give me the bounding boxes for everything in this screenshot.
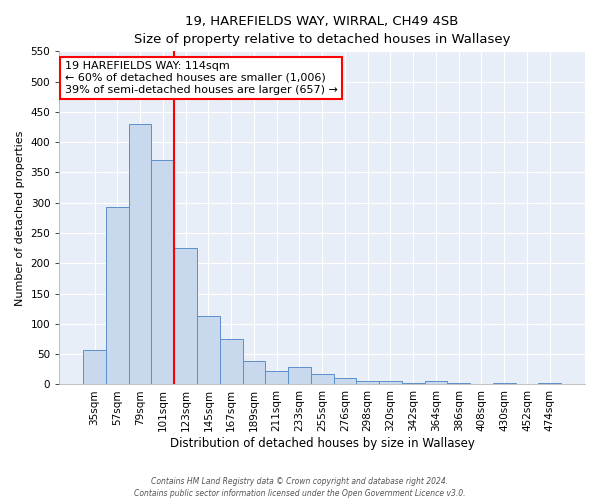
Bar bbox=[151, 160, 174, 384]
Bar bbox=[174, 248, 197, 384]
Bar bbox=[334, 378, 356, 384]
Bar bbox=[197, 316, 220, 384]
Bar bbox=[311, 374, 334, 384]
X-axis label: Distribution of detached houses by size in Wallasey: Distribution of detached houses by size … bbox=[170, 437, 475, 450]
Bar bbox=[448, 382, 470, 384]
Bar bbox=[538, 382, 561, 384]
Bar bbox=[265, 371, 288, 384]
Bar bbox=[379, 382, 402, 384]
Bar bbox=[106, 207, 129, 384]
Bar bbox=[425, 382, 448, 384]
Bar bbox=[493, 382, 515, 384]
Bar bbox=[356, 382, 379, 384]
Title: 19, HAREFIELDS WAY, WIRRAL, CH49 4SB
Size of property relative to detached house: 19, HAREFIELDS WAY, WIRRAL, CH49 4SB Siz… bbox=[134, 15, 511, 46]
Bar bbox=[288, 367, 311, 384]
Bar bbox=[402, 382, 425, 384]
Bar bbox=[83, 350, 106, 384]
Text: Contains HM Land Registry data © Crown copyright and database right 2024.
Contai: Contains HM Land Registry data © Crown c… bbox=[134, 476, 466, 498]
Text: 19 HAREFIELDS WAY: 114sqm
← 60% of detached houses are smaller (1,006)
39% of se: 19 HAREFIELDS WAY: 114sqm ← 60% of detac… bbox=[65, 62, 337, 94]
Bar bbox=[129, 124, 151, 384]
Y-axis label: Number of detached properties: Number of detached properties bbox=[15, 130, 25, 306]
Bar bbox=[220, 339, 242, 384]
Bar bbox=[242, 362, 265, 384]
